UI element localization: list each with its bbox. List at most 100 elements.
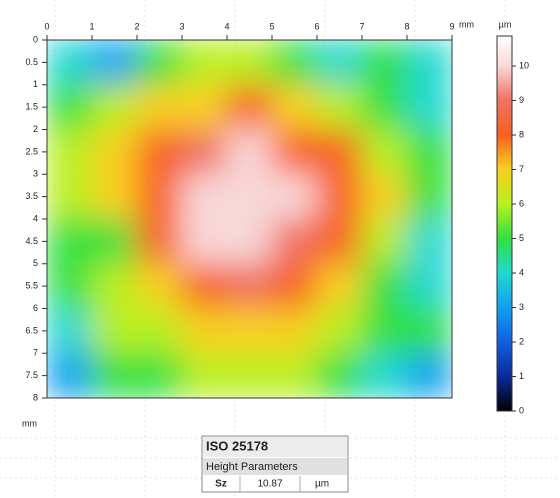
- heat-cell: [137, 129, 183, 175]
- x-tick-label: 6: [314, 21, 319, 31]
- colorbar-tick-label: 8: [519, 129, 524, 139]
- y-tick-label: 5: [33, 258, 38, 268]
- heat-cell: [137, 40, 183, 86]
- heat-cell: [47, 353, 93, 399]
- heatmap: [47, 40, 453, 399]
- heat-cell: [182, 84, 228, 130]
- colorbar-tick-label: 2: [519, 336, 524, 346]
- heat-cell: [317, 129, 363, 175]
- heat-cell: [137, 263, 183, 309]
- x-tick-label: 2: [134, 21, 139, 31]
- heat-cell: [182, 219, 228, 265]
- table-title: ISO 25178: [206, 438, 268, 453]
- y-tick-label: 3: [33, 169, 38, 179]
- heat-cell: [407, 84, 453, 130]
- heat-cell: [362, 353, 408, 399]
- y-tick-label: 3.5: [25, 191, 38, 201]
- y-tick-label: 0: [33, 34, 38, 44]
- heat-cell: [47, 129, 93, 175]
- heat-cell: [407, 308, 453, 354]
- x-unit: mm: [459, 19, 474, 29]
- heat-cell: [182, 40, 228, 86]
- heat-cell: [227, 263, 273, 309]
- heatmap-cells: [47, 40, 453, 399]
- y-tick-label: 0.5: [25, 57, 38, 67]
- heat-cell: [227, 40, 273, 86]
- heat-cell: [92, 308, 138, 354]
- colorbar-tick-label: 3: [519, 302, 524, 312]
- y-tick-label: 7.5: [25, 370, 38, 380]
- x-tick-label: 5: [269, 21, 274, 31]
- heat-cell: [407, 263, 453, 309]
- y-tick-label: 7: [33, 348, 38, 358]
- colorbar-tick-label: 1: [519, 371, 524, 381]
- heat-cell: [92, 353, 138, 399]
- y-unit: mm: [22, 418, 37, 428]
- colorbar-tick-label: 10: [519, 60, 529, 70]
- x-tick-label: 7: [359, 21, 364, 31]
- heat-cell: [317, 40, 363, 86]
- table-cell: 10.87: [257, 479, 282, 490]
- heat-cell: [227, 308, 273, 354]
- heat-cell: [272, 219, 318, 265]
- y-tick-label: 8: [33, 392, 38, 402]
- heat-cell: [47, 263, 93, 309]
- heat-cell: [362, 308, 408, 354]
- heat-cell: [182, 308, 228, 354]
- heat-cell: [182, 129, 228, 175]
- colorbar-unit: µm: [499, 19, 512, 29]
- y-tick-label: 6: [33, 303, 38, 313]
- heat-cell: [407, 40, 453, 86]
- heat-cell: [272, 40, 318, 86]
- heat-cell: [272, 308, 318, 354]
- heat-cell: [317, 174, 363, 220]
- heat-cell: [182, 263, 228, 309]
- parameter-table: ISO 25178 Height Parameters Sz 10.87 µm: [202, 436, 348, 492]
- heat-cell: [137, 353, 183, 399]
- heat-cell: [317, 308, 363, 354]
- heat-cell: [92, 84, 138, 130]
- colorbar-tick-label: 0: [519, 405, 524, 415]
- y-tick-label: 2: [33, 124, 38, 134]
- x-tick-label: 9: [449, 21, 454, 31]
- colorbar-tick-label: 7: [519, 164, 524, 174]
- y-tick-label: 2.5: [25, 146, 38, 156]
- y-tick-label: 5.5: [25, 281, 38, 291]
- heat-cell: [227, 129, 273, 175]
- heat-cell: [137, 84, 183, 130]
- heat-cell: [47, 219, 93, 265]
- heat-cell: [272, 263, 318, 309]
- heat-cell: [137, 174, 183, 220]
- heat-cell: [92, 40, 138, 86]
- x-tick-label: 0: [44, 21, 49, 31]
- colorbar-tick-label: 5: [519, 233, 524, 243]
- heat-cell: [272, 129, 318, 175]
- y-tick-label: 6.5: [25, 325, 38, 335]
- heat-cell: [182, 174, 228, 220]
- colorbar-tick-label: 4: [519, 267, 524, 277]
- colorbar-tick-label: 6: [519, 198, 524, 208]
- x-tick-label: 1: [89, 21, 94, 31]
- heat-cell: [227, 84, 273, 130]
- heat-cell: [272, 353, 318, 399]
- heat-cell: [317, 84, 363, 130]
- heat-cell: [317, 263, 363, 309]
- heat-cell: [47, 308, 93, 354]
- heat-cell: [47, 174, 93, 220]
- heat-cell: [362, 40, 408, 86]
- y-tick-label: 1: [33, 79, 38, 89]
- heat-cell: [137, 308, 183, 354]
- heat-cell: [407, 129, 453, 175]
- colorbar-tick-label: 9: [519, 95, 524, 105]
- chart: mm mm µm ISO 25178 Height Parameters Sz …: [0, 0, 560, 498]
- table-cell: Sz: [215, 479, 227, 490]
- y-tick-label: 4: [33, 213, 38, 223]
- x-tick-label: 8: [404, 21, 409, 31]
- x-tick-label: 3: [179, 21, 184, 31]
- heat-cell: [407, 219, 453, 265]
- heat-cell: [362, 174, 408, 220]
- heat-cell: [317, 353, 363, 399]
- x-tick-label: 4: [224, 21, 229, 31]
- y-tick-label: 1.5: [25, 102, 38, 112]
- heat-cell: [272, 84, 318, 130]
